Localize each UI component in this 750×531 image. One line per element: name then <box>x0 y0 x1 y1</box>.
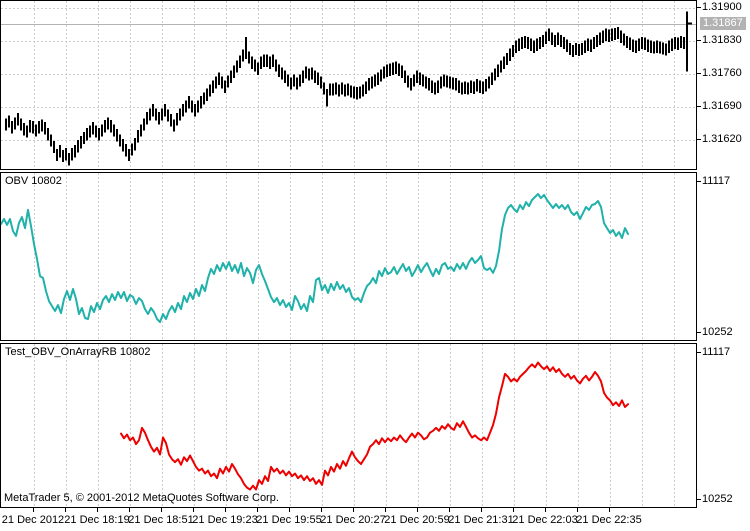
time-axis-label: 21 Dec 21:31 <box>448 514 514 526</box>
time-axis-label: 21 Dec 19:55 <box>256 514 322 526</box>
indicator-axis-tick <box>697 499 701 500</box>
obv-indicator-panel[interactable]: OBV 10802 <box>0 172 697 341</box>
time-axis-tick <box>257 508 258 512</box>
copyright-text: MetaTrader 5, © 2001-2012 MetaQuotes Sof… <box>4 492 279 504</box>
time-axis-tick <box>609 508 610 512</box>
price-axis: 1.31867 1.31900 1.31830 1.31760 1.31690 1.31… <box>697 0 750 508</box>
time-axis-tick <box>321 508 322 512</box>
test-obv-indicator-canvas[interactable] <box>1 344 696 507</box>
price-chart-canvas[interactable] <box>1 1 696 169</box>
time-axis-tick <box>449 508 450 512</box>
time-axis-tick <box>193 508 194 512</box>
price-axis-tick <box>697 7 701 8</box>
obv-indicator-label: OBV 10802 <box>5 175 62 187</box>
indicator-axis-label: 10252 <box>702 326 733 338</box>
test-obv-indicator-label: Test_OBV_OnArrayRB 10802 <box>5 346 151 358</box>
price-axis-label: 1.31830 <box>702 34 742 46</box>
time-axis-label: 21 Dec 18:19 <box>64 514 130 526</box>
time-axis-label: 21 Dec 20:59 <box>384 514 450 526</box>
time-axis-label: 21 Dec 22:35 <box>576 514 642 526</box>
indicator-axis-tick <box>697 332 701 333</box>
indicator-axis-tick <box>697 352 701 353</box>
time-axis-label: 21 Dec 18:51 <box>128 514 194 526</box>
time-axis-tick <box>513 508 514 512</box>
obv-indicator-canvas[interactable] <box>1 173 696 340</box>
time-axis-tick <box>65 508 66 512</box>
test-obv-indicator-panel[interactable]: Test_OBV_OnArrayRB 10802 MetaTrader 5, ©… <box>0 343 697 508</box>
indicator-axis-label: 11117 <box>702 175 731 187</box>
price-axis-tick <box>697 139 701 140</box>
price-axis-label: 1.31620 <box>702 133 742 145</box>
price-axis-label: 1.31900 <box>702 1 742 13</box>
price-axis-tick <box>697 106 701 107</box>
time-axis-tick <box>289 508 290 512</box>
price-axis-label: 1.31690 <box>702 100 742 112</box>
time-axis-tick <box>385 508 386 512</box>
time-axis-tick <box>161 508 162 512</box>
time-axis-tick <box>33 508 34 512</box>
time-axis-tick <box>545 508 546 512</box>
price-axis-tick <box>697 73 701 74</box>
price-axis-label: 1.31760 <box>702 67 742 79</box>
time-axis-tick <box>577 508 578 512</box>
time-axis-label: 21 Dec 2012 <box>1 514 65 526</box>
time-axis-tick <box>353 508 354 512</box>
time-axis-tick <box>129 508 130 512</box>
price-axis-tick <box>697 40 701 41</box>
time-axis: 21 Dec 2012 21 Dec 18:19 21 Dec 18:51 21 De… <box>0 508 750 531</box>
time-axis-tick <box>417 508 418 512</box>
time-axis-label: 21 Dec 19:23 <box>192 514 258 526</box>
time-axis-tick <box>481 508 482 512</box>
time-axis-tick <box>225 508 226 512</box>
current-price-label: 1.31867 <box>700 17 746 30</box>
time-axis-label: 21 Dec 20:27 <box>320 514 386 526</box>
time-axis-label: 21 Dec 22:03 <box>512 514 578 526</box>
price-chart-panel[interactable] <box>0 0 697 170</box>
indicator-axis-label: 11117 <box>702 346 731 358</box>
time-axis-tick <box>97 508 98 512</box>
indicator-axis-label: 10252 <box>702 493 733 505</box>
indicator-axis-tick <box>697 181 701 182</box>
